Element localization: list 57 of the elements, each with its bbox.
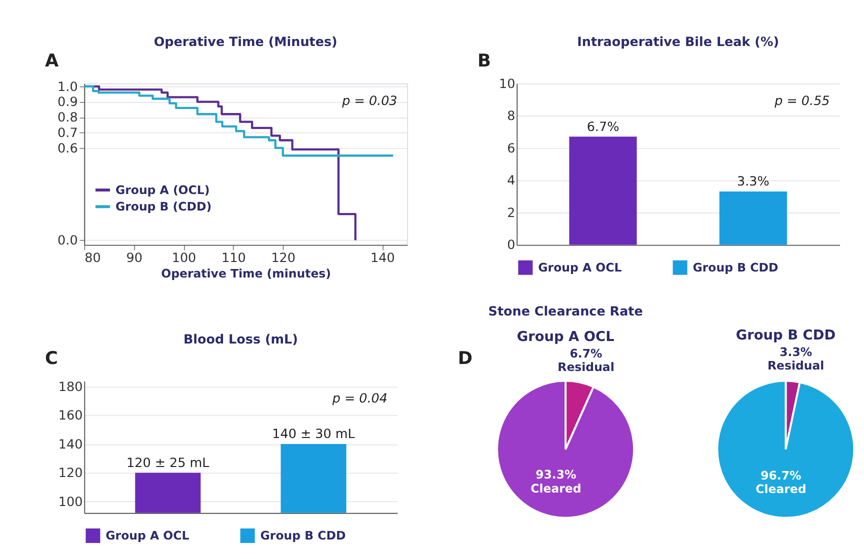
data-label: 93.3% bbox=[536, 468, 577, 482]
chart-title: Operative Time (Minutes) bbox=[154, 34, 338, 50]
y-tick-label: 1.0 bbox=[58, 78, 78, 94]
x-tick-label: 100 bbox=[172, 250, 196, 265]
legend-label: Group A OCL bbox=[538, 260, 622, 275]
y-tick-label: 0.0 bbox=[58, 232, 78, 248]
y-tick-label: 0.9 bbox=[58, 94, 78, 110]
data-label: 6.7% bbox=[570, 346, 603, 361]
legend-label: Group A (OCL) bbox=[115, 182, 210, 197]
annotation: p = 0.04 bbox=[331, 390, 388, 406]
y-tick-label: 6 bbox=[507, 140, 516, 156]
text: A bbox=[45, 52, 60, 72]
y-tick-label: 120 bbox=[58, 465, 83, 480]
annotation: p = 0.55 bbox=[774, 92, 830, 108]
legend-label: Group B CDD bbox=[692, 260, 778, 275]
y-tick-label: 2 bbox=[507, 204, 516, 220]
slice-label: Residual bbox=[767, 358, 824, 373]
x-tick-label: 80 bbox=[84, 250, 101, 265]
x-tick-label: 110 bbox=[222, 250, 246, 265]
y-tick-label: 180 bbox=[58, 378, 83, 394]
y-tick-label: 0.7 bbox=[58, 124, 78, 140]
x-tick-label: 140 bbox=[370, 250, 395, 265]
y-tick-label: 10 bbox=[498, 76, 516, 91]
data-label: 140 ± 30 mL bbox=[272, 426, 356, 442]
data-label: 120 ± 25 mL bbox=[126, 454, 210, 470]
y-tick-label: 4 bbox=[507, 172, 516, 188]
chart-title: Blood Loss (mL) bbox=[183, 332, 298, 347]
chart-title: Intraoperative Bile Leak (%) bbox=[577, 34, 780, 50]
y-tick-label: 0 bbox=[507, 237, 516, 252]
x-tick-label: 120 bbox=[271, 250, 296, 265]
slice-label: Residual bbox=[558, 360, 614, 374]
text: D bbox=[458, 349, 473, 370]
x-axis-title: Operative Time (minutes) bbox=[161, 266, 332, 281]
slice-label: Cleared bbox=[756, 482, 806, 496]
annotation: p = 0.03 bbox=[341, 92, 398, 108]
chart-title: Stone Clearance Rate bbox=[488, 303, 644, 318]
y-tick-label: 160 bbox=[58, 408, 83, 423]
x-tick-label: 90 bbox=[126, 250, 142, 265]
y-tick-label: 0.8 bbox=[58, 110, 78, 125]
y-tick-label: 100 bbox=[58, 494, 83, 509]
data-label: 6.7% bbox=[586, 118, 620, 134]
pie-slice bbox=[716, 380, 856, 519]
data-label: 3.3% bbox=[780, 344, 812, 359]
legend-label: Group B CDD bbox=[260, 528, 346, 543]
text: C bbox=[45, 349, 58, 370]
y-tick-label: 8 bbox=[507, 108, 516, 124]
data-label: 3.3% bbox=[737, 174, 770, 189]
legend-label: Group B (CDD) bbox=[115, 200, 212, 214]
y-tick-label: 140 bbox=[58, 436, 83, 452]
data-label: 96.7% bbox=[760, 468, 802, 482]
chart-subtitle: Group A OCL bbox=[516, 328, 615, 345]
pie-slice bbox=[496, 380, 636, 519]
y-tick-label: 0.6 bbox=[58, 140, 78, 156]
text: B bbox=[478, 52, 491, 72]
legend-label: Group A OCL bbox=[106, 528, 190, 543]
chart-subtitle: Group B CDD bbox=[736, 327, 836, 344]
slice-label: Cleared bbox=[530, 481, 582, 496]
